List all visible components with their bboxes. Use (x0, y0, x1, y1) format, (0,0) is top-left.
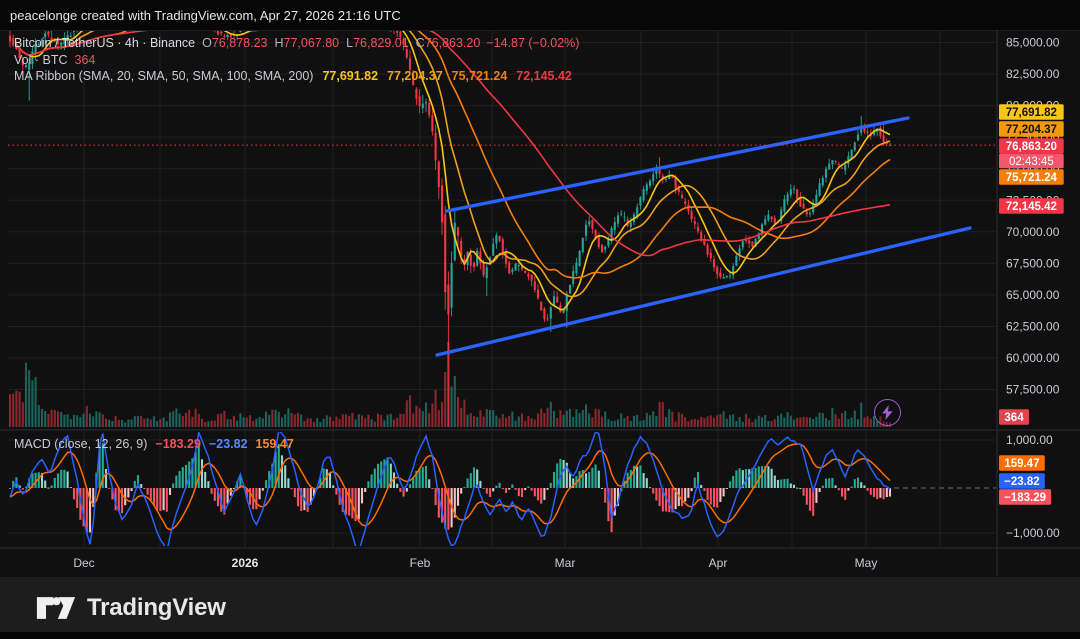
ohlc-key: L (346, 36, 354, 50)
macd-values: −183.29 −23.82 159.47 (147, 437, 293, 451)
macd-legend: MACD (close, 12, 26, 9) −183.29 −23.82 159.… (14, 436, 294, 453)
volume-row: Vol · BTC 364 (14, 52, 579, 69)
attribution-bar: peacelonge created with TradingView.com,… (0, 0, 1080, 30)
ohlc-value: 76,863.20 (424, 36, 481, 50)
macd-value: −23.82 (208, 437, 248, 451)
ohlc-key: C (415, 36, 425, 50)
ohlc-values: O76,878.23 H77,067.80 L76,829.01 C76,863.20 (195, 36, 480, 50)
sma200-price-label: 72,145.42 (1006, 201, 1057, 213)
price-axis-label: 82,500.00 (1006, 67, 1060, 81)
countdown-label: 02:43:45 (1009, 156, 1054, 168)
volume-axis-label: 364 (1004, 412, 1024, 424)
price-axis-label: 70,000.00 (1006, 225, 1060, 239)
ohlc-value: 76,878.23 (211, 36, 268, 50)
sma200-price-label (999, 198, 1064, 214)
time-axis-label: Apr (709, 556, 728, 570)
macd-axis-label: 1,000.00 (1006, 433, 1053, 447)
price-axis-label: 65,000.00 (1006, 288, 1060, 302)
ohlc-key: O (202, 36, 212, 50)
price-axis-label: 57,500.00 (1006, 383, 1060, 397)
last-price-label: 76,863.20 (1006, 141, 1057, 153)
ma-ribbon-values: 77,691.82 77,204.37 75,721.24 72,145.42 (313, 69, 571, 83)
bottom-strip (0, 632, 1080, 639)
lightning-bolt-icon (882, 405, 893, 420)
price-axis-label: 62,500.00 (1006, 319, 1060, 333)
time-axis-label: May (855, 556, 878, 570)
ma-ribbon-value: 72,145.42 (516, 69, 572, 83)
symbol-title[interactable]: Bitcoin / TetherUS · 4h · Binance (14, 36, 196, 50)
symbol-info-row: Bitcoin / TetherUS · 4h · Binance O76,878… (14, 35, 579, 52)
tradingview-logo[interactable]: TradingView (36, 594, 226, 622)
macd-line-label: −23.82 (1004, 476, 1040, 488)
macd-hist-label: −183.29 (1004, 492, 1046, 504)
macd-line-label (999, 473, 1045, 489)
volume-label[interactable]: Vol · BTC (14, 52, 68, 67)
volume-axis-label (999, 409, 1029, 425)
price-axis-label: 60,000.00 (1006, 351, 1060, 365)
ma-ribbon-value: 75,721.24 (451, 69, 508, 83)
footer: TradingView (0, 577, 1080, 639)
last-price-label (999, 138, 1064, 154)
ohlc-value: 76,829.01 (353, 36, 409, 50)
ma-ribbon-row: MA Ribbon (SMA, 20, SMA, 50, SMA, 100, S… (14, 68, 579, 85)
price-axis-label: 67,500.00 (1006, 256, 1060, 270)
macd-value: 159.47 (255, 437, 294, 451)
ohlc-value: 77,067.80 (283, 36, 340, 50)
volume-value: 364 (74, 52, 96, 67)
macd-hist-label (999, 489, 1052, 505)
price-axis-label: 85,000.00 (1006, 36, 1060, 50)
tradingview-brand-text: TradingView (87, 594, 226, 621)
time-axis-label: Mar (555, 556, 576, 570)
ma-ribbon-value: 77,691.82 (322, 69, 379, 83)
macd-signal-label (999, 455, 1045, 471)
time-axis-label: Dec (73, 556, 94, 570)
tradingview-logo-icon (36, 597, 76, 619)
ma-ribbon-label[interactable]: MA Ribbon (SMA, 20, SMA, 50, SMA, 100, S… (14, 69, 314, 83)
lightning-button[interactable] (874, 399, 901, 426)
sma100-price-label (999, 169, 1064, 185)
sma20-price-label: 77,691.82 (1006, 107, 1057, 119)
time-axis-label: 2026 (232, 556, 259, 570)
price-change: −14.87 (−0.02%) (486, 36, 580, 50)
macd-signal-label: 159.47 (1004, 458, 1039, 470)
sma50-price-label: 77,204.37 (1006, 124, 1057, 136)
sma100-price-label: 75,721.24 (1006, 172, 1058, 184)
sma20-price-label (999, 104, 1064, 120)
symbol-legend: Bitcoin / TetherUS · 4h · Binance O76,878… (14, 35, 579, 85)
ma-ribbon-value: 77,204.37 (387, 69, 443, 83)
time-axis-label: Feb (410, 556, 431, 570)
ohlc-key: H (274, 36, 284, 50)
macd-value: −183.29 (155, 437, 201, 451)
sma50-price-label (999, 121, 1064, 137)
attribution-text: peacelonge created with TradingView.com,… (10, 7, 401, 23)
macd-axis-label: −1,000.00 (1006, 526, 1060, 540)
macd-label[interactable]: MACD (close, 12, 26, 9) (14, 437, 148, 451)
